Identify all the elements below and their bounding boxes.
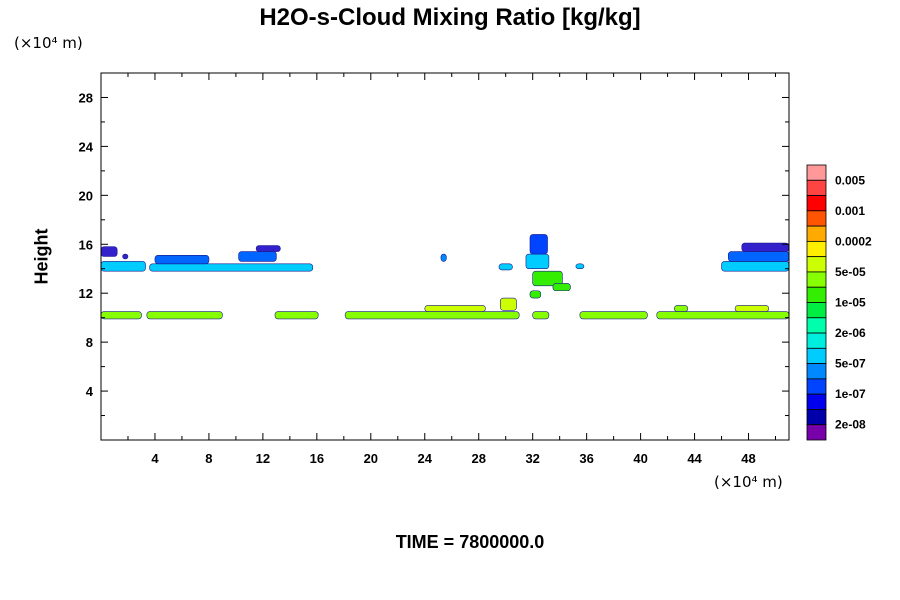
colorbar-swatch — [806, 271, 827, 288]
colorbar-swatch — [806, 317, 827, 334]
x-tick-label: 48 — [741, 451, 755, 466]
colorbar: 0.005 0.001 0.0002 5e-05 1e-05 2e-06 5e-07 1e-0… — [806, 164, 872, 441]
x-tick-label: 16 — [310, 451, 324, 466]
colorbar-label: 0.005 — [835, 173, 865, 187]
x-tick-label: 24 — [418, 451, 433, 466]
cloud-region — [741, 242, 790, 252]
x-tick-label: 12 — [256, 451, 270, 466]
cloud-region — [238, 251, 277, 262]
cloud-region — [424, 305, 486, 312]
colorbar-swatch — [806, 363, 827, 380]
cloud-region — [532, 270, 563, 287]
cloud-regions — [100, 234, 790, 320]
cloud-region — [149, 263, 314, 272]
x-tick-label: 32 — [525, 451, 539, 466]
colorbar-label: 2e-06 — [835, 326, 866, 340]
colorbar-swatch — [806, 424, 827, 441]
colorbar-swatch — [806, 378, 827, 395]
cloud-region — [122, 253, 129, 260]
cloud-region — [575, 263, 585, 270]
colorbar-swatch — [806, 302, 827, 319]
cloud-region — [100, 311, 142, 320]
cloud-region — [255, 245, 281, 252]
x-tick-label: 36 — [579, 451, 593, 466]
colorbar-swatch — [806, 210, 827, 227]
x-tick-label: 20 — [364, 451, 378, 466]
cloud-region — [500, 297, 517, 311]
colorbar-label: 5e-05 — [835, 265, 866, 279]
colorbar-swatch — [806, 347, 827, 365]
colorbar-label: 1e-07 — [835, 387, 866, 401]
y-tick-label: 12 — [79, 286, 93, 301]
cloud-region — [100, 261, 146, 272]
colorbar-swatch — [806, 164, 827, 181]
cloud-region — [734, 305, 770, 312]
cloud-region — [532, 311, 550, 320]
x-tick-label: 40 — [633, 451, 647, 466]
colorbar-label: 0.0002 — [835, 234, 872, 248]
cloud-region — [721, 261, 790, 272]
colorbar-swatch — [806, 179, 827, 196]
x-tick-label: 8 — [205, 451, 212, 466]
colorbar-label: 5e-07 — [835, 357, 866, 371]
cloud-region — [154, 254, 210, 265]
colorbar-swatch — [806, 195, 827, 212]
y-tick-label: 20 — [79, 188, 93, 203]
colorbar-swatch — [806, 240, 827, 258]
y-tick-label: 16 — [79, 237, 93, 252]
colorbar-swatch — [806, 225, 827, 242]
y-tick-label: 24 — [79, 139, 94, 154]
cloud-region — [727, 251, 790, 262]
colorbar-swatch — [806, 393, 827, 410]
colorbar-label: 2e-08 — [835, 418, 866, 432]
cloud-region — [274, 311, 319, 320]
chart-title: H2O-s-Cloud Mixing Ratio [kg/kg] — [259, 4, 641, 31]
y-tick-label: 28 — [79, 90, 93, 105]
x-tick-label: 28 — [471, 451, 485, 466]
x-tick-label: 44 — [687, 451, 702, 466]
y-axis-unit: (×10⁴ m) — [14, 34, 83, 52]
colorbar-label: 0.001 — [835, 204, 865, 218]
colorbar-label: 1e-05 — [835, 296, 866, 310]
cloud-region — [440, 253, 447, 262]
cloud-region — [146, 311, 223, 320]
colorbar-swatch — [806, 332, 827, 349]
plot-frame — [100, 72, 790, 441]
colorbar-swatch — [806, 256, 827, 273]
y-tick-label: 8 — [86, 335, 93, 350]
cloud-region — [525, 253, 550, 270]
cloud-region — [498, 263, 513, 271]
cloud-region — [552, 283, 571, 292]
x-tick-label: 4 — [151, 451, 159, 466]
cloud-region — [100, 246, 118, 257]
cloud-region — [529, 234, 548, 255]
cloud-region — [656, 311, 790, 320]
cloud-region — [579, 311, 648, 320]
cloud-region — [529, 290, 542, 299]
colorbar-swatch — [806, 286, 827, 303]
y-tick-label: 4 — [86, 384, 94, 399]
time-label: TIME = 7800000.0 — [395, 532, 545, 552]
colorbar-swatch — [806, 409, 827, 426]
x-axis-unit: (×10⁴ m) — [714, 473, 783, 491]
cloud-region — [674, 305, 689, 312]
cloud-region — [344, 311, 520, 320]
